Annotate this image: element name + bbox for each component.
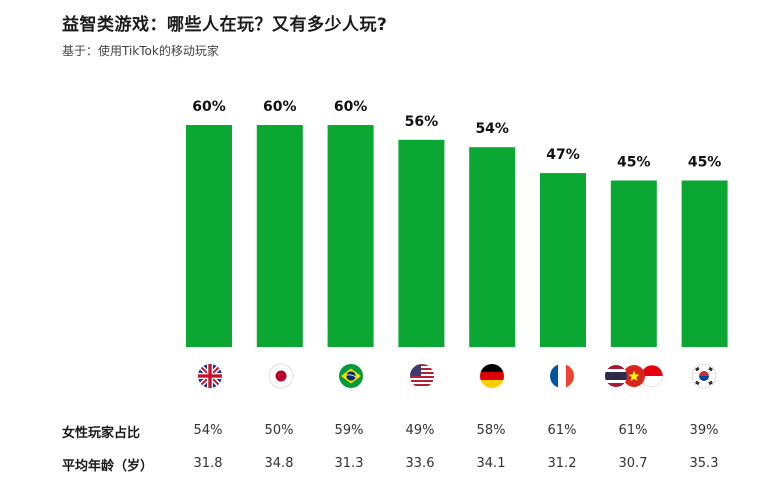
germany-flag-icon bbox=[480, 364, 504, 388]
bar-value-label: 54% bbox=[475, 121, 509, 137]
bar-value-label: 56% bbox=[405, 114, 439, 130]
table-cell: 34.8 bbox=[264, 456, 294, 471]
page-subtitle: 基于：使用TikTok的移动玩家 bbox=[62, 44, 219, 58]
bar-5 bbox=[469, 147, 516, 347]
bar-value-label: 47% bbox=[546, 147, 580, 163]
table-cell: 58% bbox=[476, 423, 506, 438]
row-label-average-age: 平均年龄（岁） bbox=[62, 459, 154, 474]
bar-6 bbox=[540, 173, 586, 347]
bar-1 bbox=[186, 125, 232, 347]
bar-8 bbox=[681, 180, 728, 347]
bar-4 bbox=[398, 139, 445, 347]
table-cell: 31.2 bbox=[547, 456, 577, 471]
table-cell: 59% bbox=[334, 423, 364, 438]
bar-3 bbox=[327, 125, 374, 347]
table-cell: 39% bbox=[689, 423, 719, 438]
table-cell: 33.6 bbox=[405, 456, 435, 471]
table-cell: 61% bbox=[618, 423, 648, 438]
south-korea-flag-icon bbox=[691, 363, 717, 389]
uk-flag-icon bbox=[198, 364, 222, 388]
table-cell: 35.3 bbox=[689, 456, 719, 471]
bar-value-label: 60% bbox=[192, 99, 226, 115]
table-cell: 50% bbox=[264, 423, 294, 438]
france-flag-icon bbox=[550, 364, 574, 388]
page-title: 益智类游戏：哪些人在玩？又有多少人玩? bbox=[62, 15, 388, 35]
table-cell: 61% bbox=[547, 423, 577, 438]
row-label-female-share: 女性玩家占比 bbox=[62, 426, 141, 441]
table-cell: 31.8 bbox=[193, 456, 223, 471]
bar-value-label: 60% bbox=[334, 99, 368, 115]
bar-7 bbox=[610, 180, 657, 347]
bar-2 bbox=[256, 125, 303, 347]
table-cell: 49% bbox=[405, 423, 435, 438]
table-cell: 54% bbox=[193, 423, 223, 438]
bar-value-label: 60% bbox=[263, 99, 297, 115]
japan-flag-icon bbox=[268, 363, 294, 389]
thailand-vietnam-indonesia-flags-icon bbox=[605, 364, 664, 388]
bar-value-label: 45% bbox=[617, 155, 651, 171]
brazil-flag-icon bbox=[339, 364, 363, 388]
table-cell: 30.7 bbox=[618, 456, 648, 471]
table-cell: 34.1 bbox=[476, 456, 506, 471]
bar-value-label: 45% bbox=[688, 155, 722, 171]
table-cell: 31.3 bbox=[334, 456, 364, 471]
usa-flag-icon bbox=[410, 364, 434, 388]
